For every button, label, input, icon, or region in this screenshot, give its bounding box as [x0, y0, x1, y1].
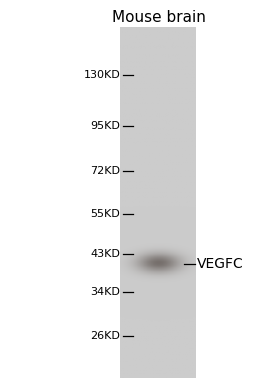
- Text: 95KD: 95KD: [90, 121, 120, 131]
- Text: 55KD: 55KD: [91, 210, 120, 220]
- Text: 26KD: 26KD: [90, 331, 120, 341]
- Text: 34KD: 34KD: [90, 287, 120, 297]
- Text: 43KD: 43KD: [90, 249, 120, 259]
- Text: 130KD: 130KD: [83, 70, 120, 80]
- Text: 72KD: 72KD: [90, 166, 120, 176]
- Text: Mouse brain: Mouse brain: [112, 10, 206, 25]
- Text: VEGFC: VEGFC: [197, 257, 244, 271]
